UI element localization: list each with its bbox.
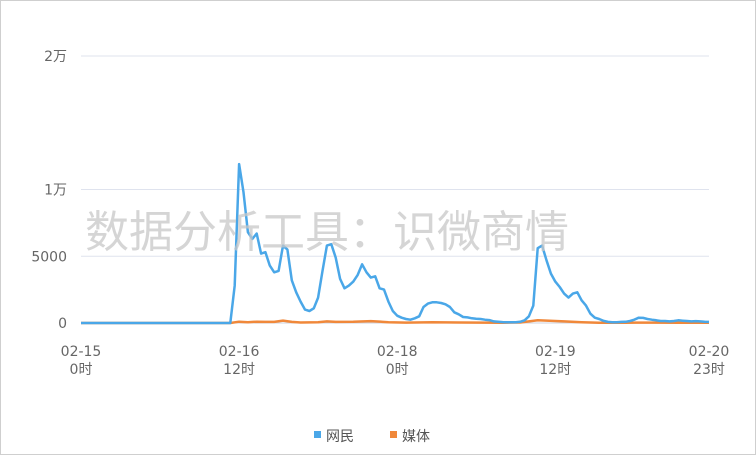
legend-label: 媒体 <box>402 429 430 445</box>
x-tick-date: 02-15 <box>61 344 102 360</box>
x-tick-hour: 0时 <box>70 362 93 378</box>
x-tick-date: 02-16 <box>219 344 260 360</box>
x-tick-date: 02-20 <box>689 344 730 360</box>
legend-swatch <box>314 431 321 438</box>
y-axis-ticks: 0 5000 1万 2万 <box>31 49 67 332</box>
x-tick-date: 02-19 <box>535 344 576 360</box>
x-tick-date: 02-18 <box>377 344 418 360</box>
x-axis-ticks: 02-15 0时 02-16 12时 02-18 0时 02-19 12时 02-20 23时 <box>61 344 730 378</box>
legend-label: 网民 <box>326 429 354 445</box>
y-tick-label: 5000 <box>31 249 67 265</box>
legend-item-media[interactable]: 媒体 <box>390 429 430 445</box>
y-tick-label: 1万 <box>44 183 67 199</box>
x-tick-hour: 12时 <box>223 362 255 378</box>
legend-item-netizen[interactable]: 网民 <box>314 429 354 445</box>
watermark: 数据分析工具：识微商情 <box>85 207 569 258</box>
y-tick-label: 2万 <box>44 49 67 65</box>
series-line-media <box>81 319 709 325</box>
legend[interactable]: 网民 媒体 <box>314 429 430 445</box>
y-tick-label: 0 <box>58 316 67 332</box>
legend-swatch <box>390 431 397 438</box>
x-tick-hour: 23时 <box>693 362 725 378</box>
series-layer <box>81 162 710 325</box>
x-tick-hour: 12时 <box>539 362 571 378</box>
x-tick-hour: 0时 <box>386 362 409 378</box>
y-grid <box>81 55 709 324</box>
series-line-netizen <box>81 162 710 325</box>
